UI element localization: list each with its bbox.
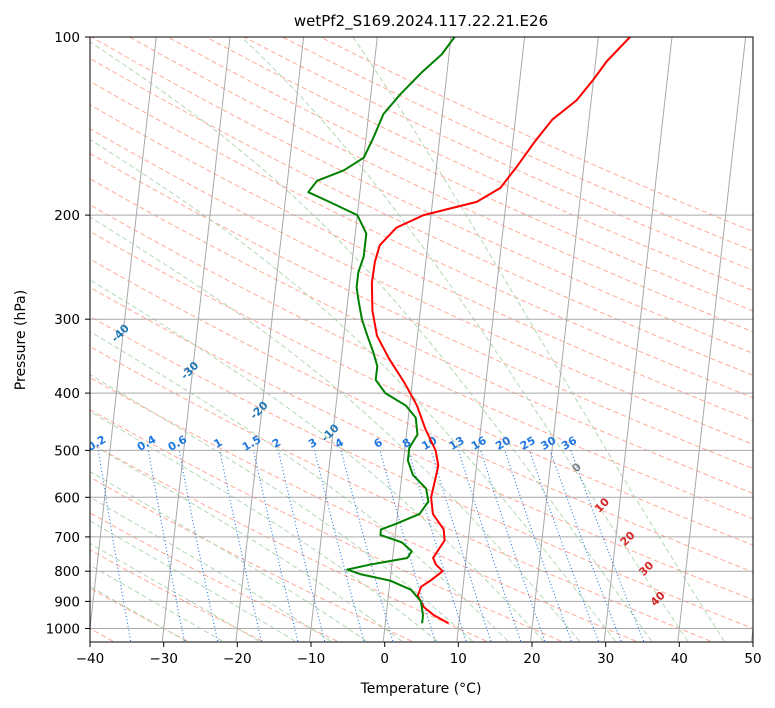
x-tick-label: −10 <box>297 651 326 667</box>
temperature-profile-line <box>370 37 631 625</box>
mixing-ratio-line <box>529 450 600 642</box>
y-tick-label: 300 <box>54 312 80 328</box>
dry-adiabat-line <box>90 204 753 520</box>
y-tick-label: 100 <box>54 30 80 46</box>
x-axis-label: Temperature (°C) <box>360 681 482 697</box>
x-tick-label: 20 <box>523 651 540 667</box>
mixing-ratio-line <box>457 450 522 642</box>
moist-adiabat-line <box>240 37 689 642</box>
y-tick-label: 900 <box>54 594 80 610</box>
mixing-ratio-line <box>570 450 645 642</box>
mixing-ratio-line <box>480 450 546 642</box>
moist-adiabat-line <box>90 585 187 642</box>
y-tick-label: 700 <box>54 530 80 546</box>
moist-adiabat-line <box>90 138 616 642</box>
dry-adiabat-line <box>129 37 753 333</box>
dry-adiabat-line <box>90 376 636 642</box>
plot-frame <box>89 36 754 643</box>
isotherm-line <box>677 37 747 642</box>
dry-adiabat-line <box>90 286 753 601</box>
x-tick-label: −40 <box>76 651 105 667</box>
dry-adiabat-line <box>90 476 412 642</box>
dewpoint-profile-line <box>307 37 456 624</box>
moist-adiabat-line <box>90 442 402 642</box>
mixing-ratio-line <box>219 450 262 642</box>
dry-adiabat-line <box>167 37 753 312</box>
plot-area: 0.10.20.40.611.52346810131620253036-100-… <box>90 37 753 642</box>
dry-adiabat-line <box>90 442 487 642</box>
mixing-ratio-line <box>407 450 467 642</box>
dry-adiabat-line <box>90 104 753 422</box>
y-tick-label: 1000 <box>46 622 80 638</box>
isotherm-line <box>161 37 231 642</box>
moist-adiabat-line <box>90 496 331 642</box>
mixing-ratio-line <box>549 450 622 642</box>
dry-adiabat-line <box>90 230 753 546</box>
y-axis-label: Pressure (hPa) <box>13 290 29 390</box>
moist-adiabat-line <box>352 37 725 642</box>
x-tick-label: −30 <box>149 651 178 667</box>
y-tick-label: 400 <box>54 386 80 402</box>
x-tick-label: 0 <box>380 651 389 667</box>
dry-adiabat-line <box>90 57 753 376</box>
y-tick-label: 800 <box>54 564 80 580</box>
isotherm-line <box>603 37 673 642</box>
moist-adiabat-line <box>90 470 367 642</box>
x-tick-label: 10 <box>450 651 467 667</box>
mixing-ratio-line <box>252 450 299 642</box>
mixing-ratio-line <box>340 450 394 642</box>
moist-adiabat-line <box>90 41 652 642</box>
axis-ticks: −40 −30 −20 −10 0 10 20 30 40 50 100 200 300 400 500 60… <box>46 30 762 667</box>
isotherm-line <box>309 37 378 642</box>
dry-adiabat-line <box>90 315 753 630</box>
y-tick-label: 600 <box>54 490 80 506</box>
x-tick-label: 30 <box>597 651 614 667</box>
moist-adiabat-line <box>90 374 473 642</box>
dry-adiabat-line <box>90 178 753 494</box>
isotherm-line <box>90 37 157 633</box>
moist-adiabat-line <box>90 330 509 642</box>
moist-adiabat-line <box>90 216 580 642</box>
x-tick-label: 40 <box>671 651 688 667</box>
y-tick-label: 200 <box>54 208 80 224</box>
isotherm-line <box>530 37 599 642</box>
y-tick-label: 500 <box>54 443 80 459</box>
mixing-ratio-line <box>430 450 492 642</box>
isotherm-line <box>456 37 526 642</box>
isotherm-line <box>235 37 305 642</box>
dry-adiabat-line <box>90 587 188 642</box>
moist-adiabat-line <box>90 410 438 642</box>
x-tick-label: −20 <box>223 651 252 667</box>
mixing-ratio-line <box>313 450 365 642</box>
dry-adiabat-line <box>90 80 753 399</box>
chart-title: wetPf2_S169.2024.117.22.21.E26 <box>294 12 548 31</box>
mixing-ratio-line <box>504 450 572 642</box>
dry-adiabat-line <box>90 345 711 642</box>
moist-adiabat-line <box>90 279 544 642</box>
dry-adiabat-line <box>90 409 562 642</box>
dry-adiabat-line <box>91 37 753 354</box>
dry-adiabat-line <box>90 549 263 642</box>
x-tick-label: 50 <box>744 651 761 667</box>
mixing-ratio-line <box>379 450 436 642</box>
